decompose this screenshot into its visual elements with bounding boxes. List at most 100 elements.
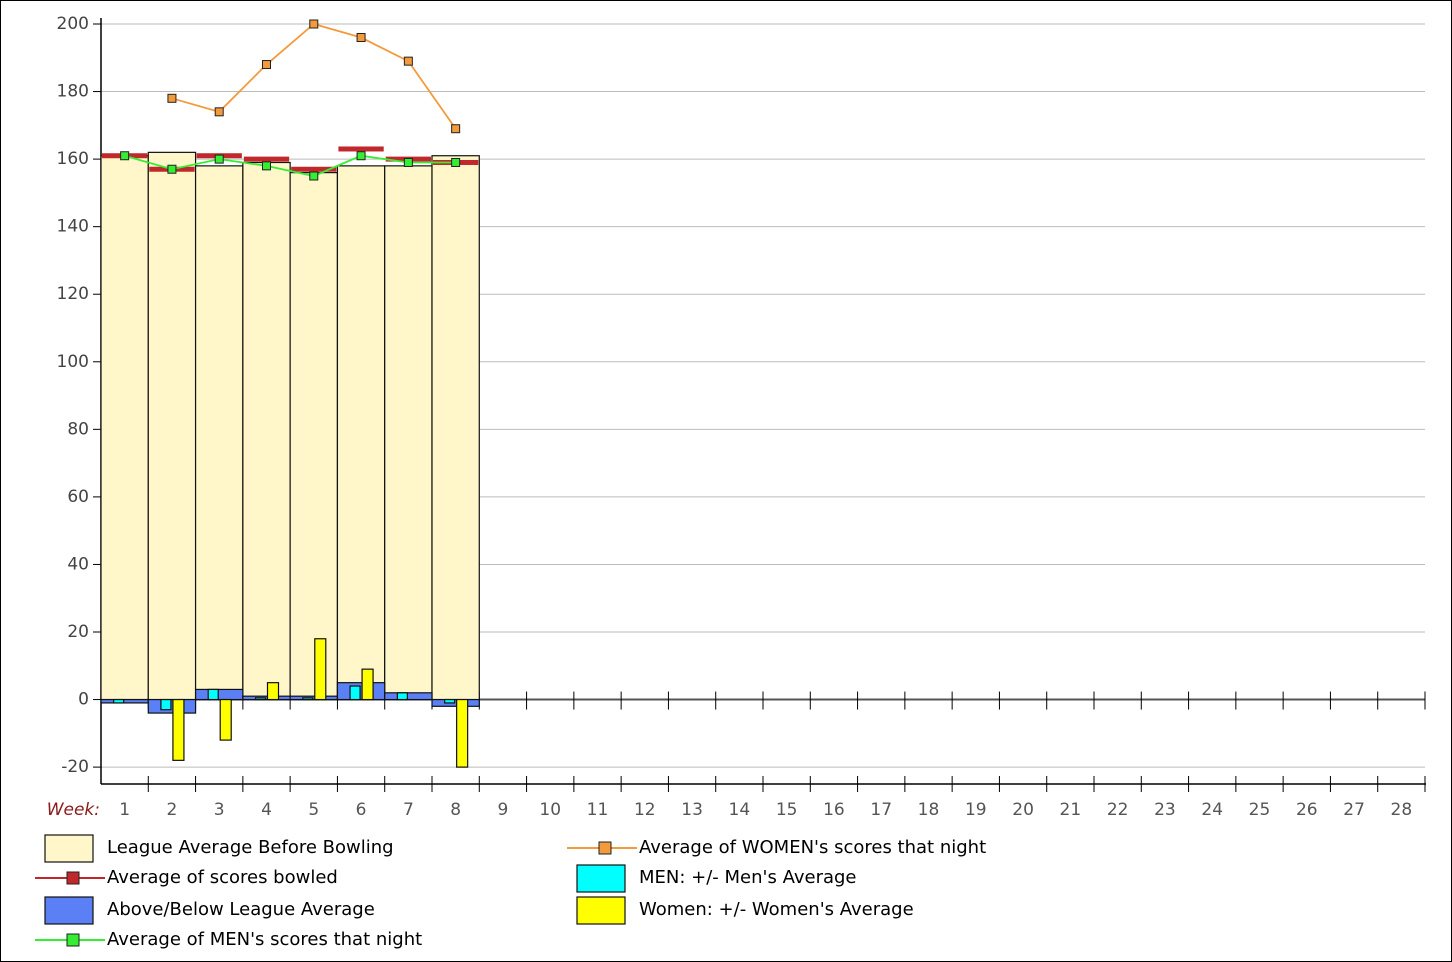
x-axis-label: Week: — [47, 800, 100, 820]
line-marker — [214, 107, 224, 117]
x-tick-label: 20 — [1012, 800, 1034, 820]
y-tick-label: 180 — [57, 82, 89, 102]
bar — [242, 161, 291, 701]
dash-mark — [243, 156, 290, 162]
x-tick-label: 24 — [1201, 800, 1223, 820]
legend-swatch — [576, 896, 626, 925]
y-tick-label: 200 — [57, 14, 89, 34]
narrow-bar — [172, 698, 185, 761]
x-tick-label: 21 — [1060, 800, 1082, 820]
dash-mark — [291, 166, 337, 172]
x-tick-label: 5 — [308, 800, 319, 820]
x-tick-label: 27 — [1343, 800, 1365, 820]
line-marker — [309, 19, 319, 29]
x-tick-label: 4 — [261, 800, 272, 820]
narrow-bar — [314, 638, 327, 701]
x-tick-label: 11 — [587, 800, 609, 820]
line-marker — [167, 164, 177, 174]
line-marker — [451, 157, 461, 167]
y-tick-label: 80 — [67, 419, 89, 439]
line-marker — [262, 60, 271, 70]
x-tick-label: 14 — [729, 800, 751, 820]
legend-label: MEN: +/- Men's Average — [639, 867, 857, 888]
y-tick-label: 20 — [67, 622, 89, 642]
bar — [100, 155, 149, 701]
y-tick-label: 160 — [57, 149, 89, 169]
y-tick-label: 120 — [57, 284, 89, 304]
line-marker — [309, 171, 319, 181]
legend-label: Above/Below League Average — [107, 899, 375, 920]
x-tick-label: 1 — [119, 800, 130, 820]
x-tick-label: 25 — [1249, 800, 1271, 820]
legend-marker — [66, 871, 80, 885]
y-tick-label: 0 — [78, 690, 89, 710]
y-tick-label: 140 — [57, 217, 89, 237]
x-tick-label: 18 — [918, 800, 940, 820]
bar — [289, 172, 339, 701]
line-marker — [403, 157, 413, 167]
y-tick-label: 40 — [67, 554, 89, 574]
x-tick-label: 19 — [965, 800, 987, 820]
legend-marker — [66, 933, 80, 947]
x-tick-label: 10 — [539, 800, 561, 820]
bar — [147, 151, 197, 701]
legend-label: Average of WOMEN's scores that night — [639, 837, 986, 858]
bar — [431, 155, 480, 701]
x-tick-label: 16 — [823, 800, 845, 820]
bar — [336, 165, 386, 701]
x-tick-label: 15 — [776, 800, 798, 820]
x-tick-label: 17 — [870, 800, 892, 820]
legend-swatch — [44, 834, 94, 863]
bar — [242, 695, 291, 701]
bar — [289, 695, 339, 701]
x-tick-label: 23 — [1154, 800, 1176, 820]
x-tick-label: 3 — [214, 800, 225, 820]
bar — [336, 682, 386, 701]
x-tick-label: 7 — [403, 800, 414, 820]
narrow-bar — [113, 698, 125, 704]
narrow-bar — [456, 698, 469, 768]
line-marker — [214, 154, 224, 164]
dash-mark — [338, 146, 384, 152]
bar — [431, 698, 480, 707]
line-marker — [167, 93, 177, 103]
legend-label: Average of MEN's scores that night — [107, 929, 422, 950]
x-tick-label: 22 — [1107, 800, 1129, 820]
narrow-bar — [361, 668, 374, 701]
narrow-bar — [302, 697, 314, 701]
line-marker — [403, 56, 413, 66]
x-tick-label: 6 — [356, 800, 367, 820]
narrow-bar — [207, 688, 219, 701]
narrow-bar — [266, 682, 280, 701]
legend-label: League Average Before Bowling — [107, 837, 394, 858]
y-tick-label: -20 — [61, 757, 89, 777]
line-marker — [356, 33, 366, 43]
narrow-bar — [219, 698, 232, 741]
line — [124, 154, 456, 177]
narrow-bar — [444, 698, 456, 704]
line-marker — [262, 161, 271, 171]
x-tick-label: 26 — [1296, 800, 1318, 820]
narrow-bar — [254, 697, 267, 701]
bar — [100, 698, 149, 704]
bar — [194, 688, 244, 701]
y-tick-label: 100 — [57, 352, 89, 372]
line-marker — [451, 124, 461, 134]
narrow-bar — [349, 685, 361, 701]
y-tick-label: 60 — [67, 487, 89, 507]
line-marker — [356, 151, 366, 161]
bar — [384, 692, 433, 701]
legend-marker — [598, 841, 612, 855]
line-marker — [120, 151, 130, 161]
legend-label: Average of scores bowled — [107, 867, 338, 888]
x-tick-label: 8 — [450, 800, 461, 820]
x-tick-label: 13 — [681, 800, 703, 820]
legend-swatch — [576, 864, 626, 893]
legend-swatch — [44, 896, 94, 925]
x-tick-label: 28 — [1391, 800, 1413, 820]
x-tick-label: 9 — [498, 800, 509, 820]
x-tick-label: 2 — [167, 800, 178, 820]
bar — [147, 698, 197, 714]
